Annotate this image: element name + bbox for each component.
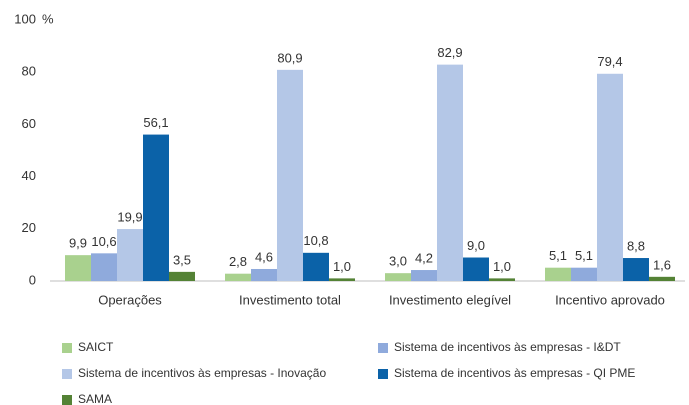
bar [463, 257, 489, 281]
data-label: 4,6 [255, 249, 273, 264]
bar [489, 278, 515, 281]
x-tick-label: Operações [98, 292, 162, 307]
bar [385, 273, 411, 281]
legend-swatch [378, 369, 388, 379]
data-label: 3,0 [389, 254, 407, 269]
y-tick-label: 40 [22, 168, 36, 183]
bar [169, 271, 195, 281]
data-label: 80,9 [277, 50, 302, 65]
bar [571, 267, 597, 281]
legend-swatch [378, 343, 388, 353]
data-label: 5,1 [575, 248, 593, 263]
data-label: 19,9 [117, 209, 142, 224]
bar [437, 64, 463, 281]
legend-label: SAICT [78, 340, 114, 354]
y-tick-label: 0 [29, 272, 36, 287]
y-tick-label: 20 [22, 220, 36, 235]
data-label: 56,1 [143, 115, 168, 130]
x-tick-label: Investimento total [239, 292, 341, 307]
bar [251, 268, 277, 281]
bar [65, 255, 91, 281]
x-tick-label: Incentivo aprovado [555, 292, 665, 307]
bar [411, 270, 437, 281]
data-label: 82,9 [437, 45, 462, 60]
y-tick-label: 60 [22, 116, 36, 131]
data-label: 9,0 [467, 238, 485, 253]
data-label: 10,8 [303, 233, 328, 248]
legend-label: Sistema de incentivos às empresas - QI P… [394, 366, 635, 380]
data-label: 1,6 [653, 257, 671, 272]
data-label: 1,0 [493, 259, 511, 274]
data-label: 1,0 [333, 259, 351, 274]
x-tick-label: Investimento elegível [389, 292, 511, 307]
bar [597, 73, 623, 282]
bar [303, 252, 329, 281]
bar [143, 134, 169, 281]
data-label: 10,6 [91, 234, 116, 249]
legend-swatch [62, 395, 72, 405]
y-unit: % [42, 11, 54, 26]
bar [649, 276, 675, 281]
legend-label: Sistema de incentivos às empresas - I&DT [394, 340, 621, 354]
data-label: 8,8 [627, 238, 645, 253]
data-label: 79,4 [597, 54, 622, 69]
data-label: 3,5 [173, 252, 191, 267]
y-tick-label: 80 [22, 64, 36, 79]
legend-label: Sistema de incentivos às empresas - Inov… [78, 366, 326, 380]
bar [117, 229, 143, 281]
legend-label: SAMA [78, 392, 112, 405]
legend-swatch [62, 343, 72, 353]
y-tick-label: 100 [14, 11, 36, 26]
data-label: 9,9 [69, 236, 87, 251]
bar [623, 258, 649, 281]
data-label: 4,2 [415, 250, 433, 265]
bar [91, 253, 117, 281]
bar [277, 69, 303, 281]
data-label: 2,8 [229, 254, 247, 269]
bar [329, 278, 355, 281]
legend-swatch [62, 369, 72, 379]
data-label: 5,1 [549, 248, 567, 263]
bar [545, 267, 571, 281]
bar [225, 273, 251, 281]
